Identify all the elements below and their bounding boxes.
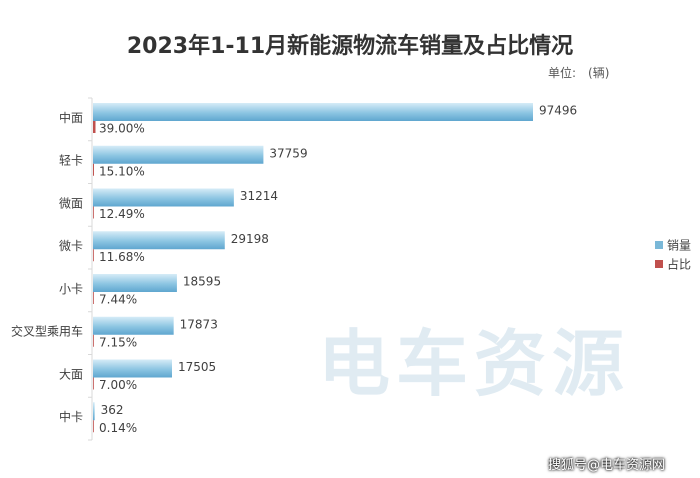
category-label: 中面 [59, 110, 83, 125]
share-bar [93, 249, 94, 262]
volume-bar [93, 231, 225, 250]
volume-bar [93, 359, 173, 378]
category-label: 轻卡 [59, 154, 83, 168]
volume-bar [93, 103, 533, 121]
volume-label: 29198 [231, 232, 269, 246]
share-bar [93, 206, 94, 219]
volume-label: 362 [101, 403, 124, 417]
share-bar [93, 163, 94, 176]
volume-label: 17505 [178, 360, 216, 374]
category-label: 交叉型乘用车 [11, 324, 83, 339]
source-tag: 搜狐号@电车资源网 [548, 458, 666, 473]
volume-bar [93, 145, 264, 164]
volume-label: 31214 [240, 189, 278, 203]
share-bar [93, 334, 94, 347]
share-label: 12.49% [99, 207, 145, 221]
share-label: 7.00% [99, 378, 137, 392]
legend-label-share: 占比 [667, 257, 691, 272]
volume-bar [93, 274, 177, 292]
chart-title: 2023年1-11月新能源物流车销量及占比情况 [126, 34, 574, 59]
category-label: 微卡 [59, 239, 83, 253]
category-label: 大面 [59, 367, 83, 381]
volume-label: 37759 [269, 146, 307, 160]
volume-bar [93, 316, 174, 335]
watermark: 电车资源 [318, 322, 631, 406]
category-label: 微面 [59, 196, 83, 210]
category-label: 中卡 [59, 409, 83, 424]
unit-label-value: (辆) [588, 66, 610, 80]
share-label: 11.68% [99, 250, 145, 264]
volume-bar [93, 402, 95, 421]
volume-label: 18595 [183, 275, 221, 289]
unit-label: 单位: (辆) [548, 64, 621, 81]
share-bar [93, 121, 96, 133]
share-label: 0.14% [99, 421, 137, 435]
unit-label-text: 单位: [548, 66, 577, 80]
volume-label: 97496 [539, 104, 577, 118]
share-label: 39.00% [99, 122, 145, 136]
legend-swatch-volume [655, 241, 663, 249]
share-label: 7.15% [99, 335, 137, 349]
share-label: 15.10% [99, 164, 145, 178]
category-label: 小卡 [59, 282, 83, 296]
share-bar [93, 377, 94, 390]
share-bar [93, 420, 94, 433]
share-bar [93, 292, 94, 304]
share-label: 7.44% [99, 293, 137, 307]
legend-swatch-share [655, 260, 663, 268]
legend-label-volume: 销量 [667, 239, 691, 253]
volume-label: 17873 [180, 317, 218, 331]
volume-bar [93, 188, 234, 207]
